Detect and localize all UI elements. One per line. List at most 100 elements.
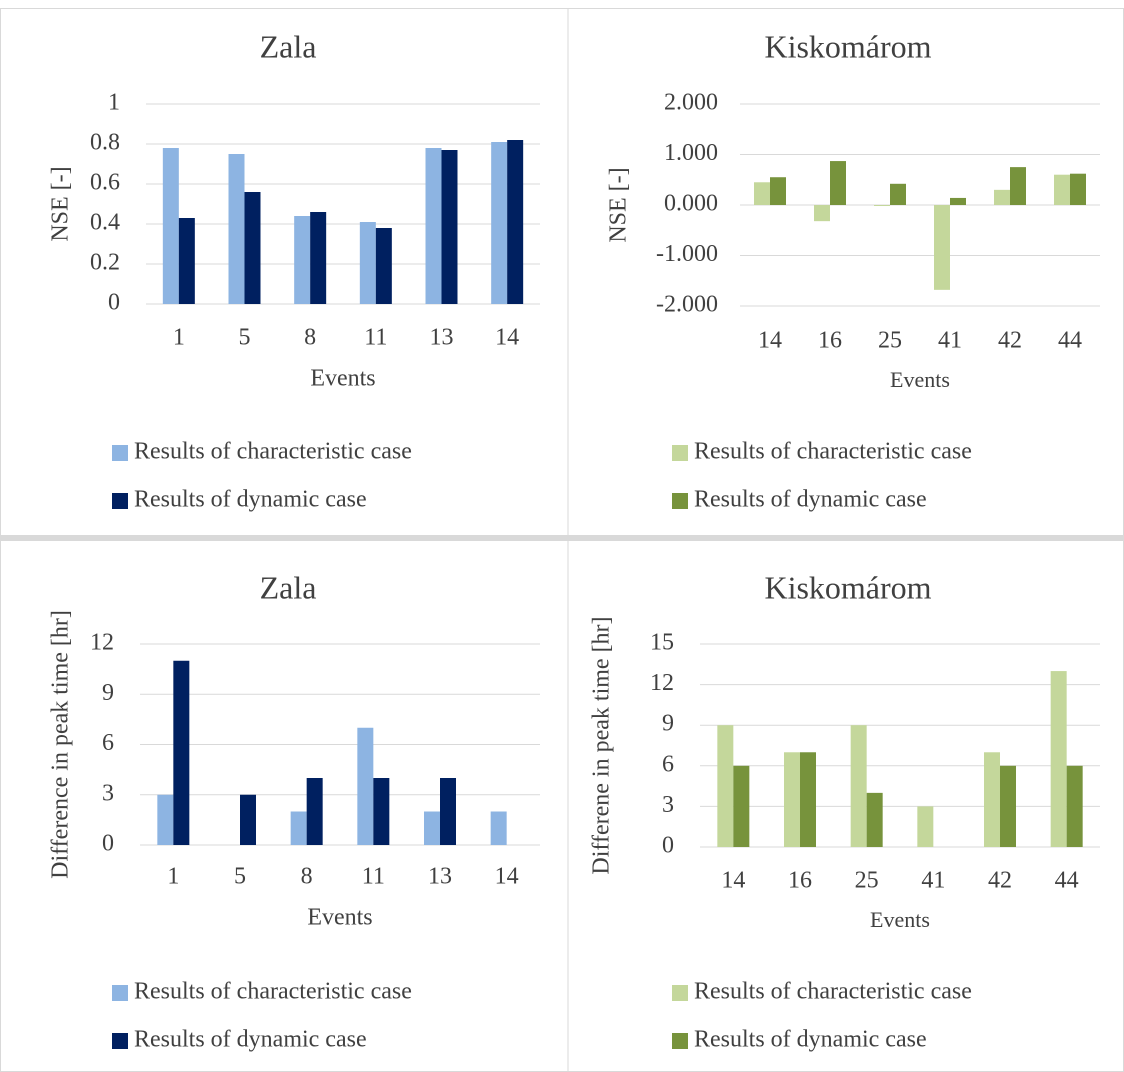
legend-swatch bbox=[672, 985, 688, 1001]
x-tick-label: 1 bbox=[167, 864, 179, 890]
bar bbox=[814, 205, 830, 222]
bar bbox=[440, 778, 456, 845]
y-tick-label: 1.000 bbox=[664, 140, 718, 166]
x-tick-label: 14 bbox=[495, 864, 519, 890]
legend-label: Results of dynamic case bbox=[134, 487, 367, 513]
y-axis-label: NSE [-] bbox=[48, 166, 74, 241]
x-tick-label: 1 bbox=[173, 325, 185, 351]
bar bbox=[733, 765, 750, 847]
bar bbox=[290, 811, 307, 845]
legend-label: Results of characteristic case bbox=[694, 979, 972, 1005]
bar bbox=[157, 794, 174, 845]
y-tick-label: 0.2 bbox=[90, 250, 120, 276]
y-tick-label: 0.4 bbox=[90, 210, 120, 236]
x-axis-label: Events bbox=[310, 366, 375, 392]
legend-swatch bbox=[112, 985, 128, 1001]
bar bbox=[491, 142, 508, 304]
chart-title: Kiskomárom bbox=[764, 569, 931, 605]
y-tick-label: 3 bbox=[102, 780, 114, 806]
chart-title: Kiskomárom bbox=[764, 28, 931, 64]
bar bbox=[1010, 167, 1026, 205]
bar bbox=[178, 218, 195, 304]
bar bbox=[850, 725, 867, 847]
legend-label: Results of characteristic case bbox=[134, 979, 412, 1005]
x-tick-label: 16 bbox=[788, 868, 812, 894]
bar bbox=[830, 161, 846, 205]
x-axis-label: Events bbox=[890, 367, 950, 392]
y-tick-label: -2.000 bbox=[656, 292, 718, 318]
y-tick-label: 0.000 bbox=[664, 191, 718, 217]
y-axis-label: Difference in peak time [hr] bbox=[48, 610, 74, 879]
y-tick-label: 0 bbox=[662, 833, 674, 859]
bar bbox=[874, 205, 890, 207]
bar bbox=[770, 177, 786, 205]
x-tick-label: 44 bbox=[1058, 328, 1082, 354]
x-tick-label: 5 bbox=[239, 325, 251, 351]
bar bbox=[800, 752, 816, 847]
bar bbox=[1066, 765, 1083, 847]
bar bbox=[441, 150, 458, 304]
chart-title: Zala bbox=[260, 569, 317, 605]
bar bbox=[425, 148, 442, 304]
x-tick-label: 13 bbox=[428, 864, 452, 890]
bar bbox=[424, 811, 440, 845]
bar bbox=[717, 725, 734, 847]
y-tick-label: 2.000 bbox=[664, 90, 718, 116]
bar bbox=[890, 183, 906, 205]
bar bbox=[784, 752, 800, 847]
bar bbox=[754, 182, 770, 205]
x-tick-label: 14 bbox=[495, 325, 519, 351]
bar bbox=[357, 727, 374, 845]
bar bbox=[244, 192, 261, 304]
y-tick-label: 0.8 bbox=[90, 130, 120, 156]
legend-swatch bbox=[672, 493, 688, 509]
x-tick-label: 5 bbox=[234, 864, 246, 890]
y-tick-label: 12 bbox=[90, 630, 114, 656]
y-tick-label: 6 bbox=[102, 730, 114, 756]
x-tick-label: 25 bbox=[855, 868, 879, 894]
legend-label: Results of dynamic case bbox=[694, 487, 927, 513]
bar bbox=[240, 794, 256, 845]
chart-title: Zala bbox=[260, 28, 317, 64]
x-tick-label: 42 bbox=[998, 328, 1022, 354]
x-tick-label: 44 bbox=[1055, 868, 1079, 894]
y-tick-label: 15 bbox=[650, 630, 674, 656]
x-tick-label: 25 bbox=[878, 328, 902, 354]
bar bbox=[994, 189, 1010, 205]
bar bbox=[375, 228, 392, 304]
y-tick-label: 0.6 bbox=[90, 170, 120, 196]
bar bbox=[866, 792, 883, 847]
y-tick-label: 9 bbox=[662, 711, 674, 737]
legend-label: Results of characteristic case bbox=[134, 439, 412, 465]
x-tick-label: 13 bbox=[430, 325, 454, 351]
x-tick-label: 42 bbox=[988, 868, 1012, 894]
legend-label: Results of dynamic case bbox=[694, 1027, 927, 1053]
y-tick-label: 9 bbox=[102, 680, 114, 706]
bar bbox=[359, 222, 376, 304]
bar bbox=[507, 140, 524, 304]
y-axis-label: NSE [-] bbox=[606, 167, 632, 242]
x-tick-label: 41 bbox=[921, 868, 945, 894]
y-axis-label: Differene in peak time [hr] bbox=[589, 616, 615, 874]
y-tick-label: 12 bbox=[650, 670, 674, 696]
y-tick-label: -1.000 bbox=[656, 241, 718, 267]
legend-label: Results of characteristic case bbox=[694, 439, 972, 465]
y-tick-label: 6 bbox=[662, 751, 674, 777]
bar bbox=[1050, 671, 1067, 847]
bar bbox=[934, 205, 950, 290]
bar bbox=[490, 811, 507, 845]
legend-swatch bbox=[112, 493, 128, 509]
legend-swatch bbox=[112, 1033, 128, 1049]
x-tick-label: 11 bbox=[364, 325, 387, 351]
x-tick-label: 14 bbox=[758, 328, 782, 354]
x-tick-label: 11 bbox=[362, 864, 385, 890]
x-tick-label: 41 bbox=[938, 328, 962, 354]
bar bbox=[294, 216, 311, 304]
x-axis-label: Events bbox=[307, 905, 372, 931]
x-tick-label: 8 bbox=[301, 864, 313, 890]
y-tick-label: 0 bbox=[108, 290, 120, 316]
bar bbox=[310, 212, 327, 304]
bar bbox=[373, 778, 390, 845]
y-tick-label: 3 bbox=[662, 792, 674, 818]
